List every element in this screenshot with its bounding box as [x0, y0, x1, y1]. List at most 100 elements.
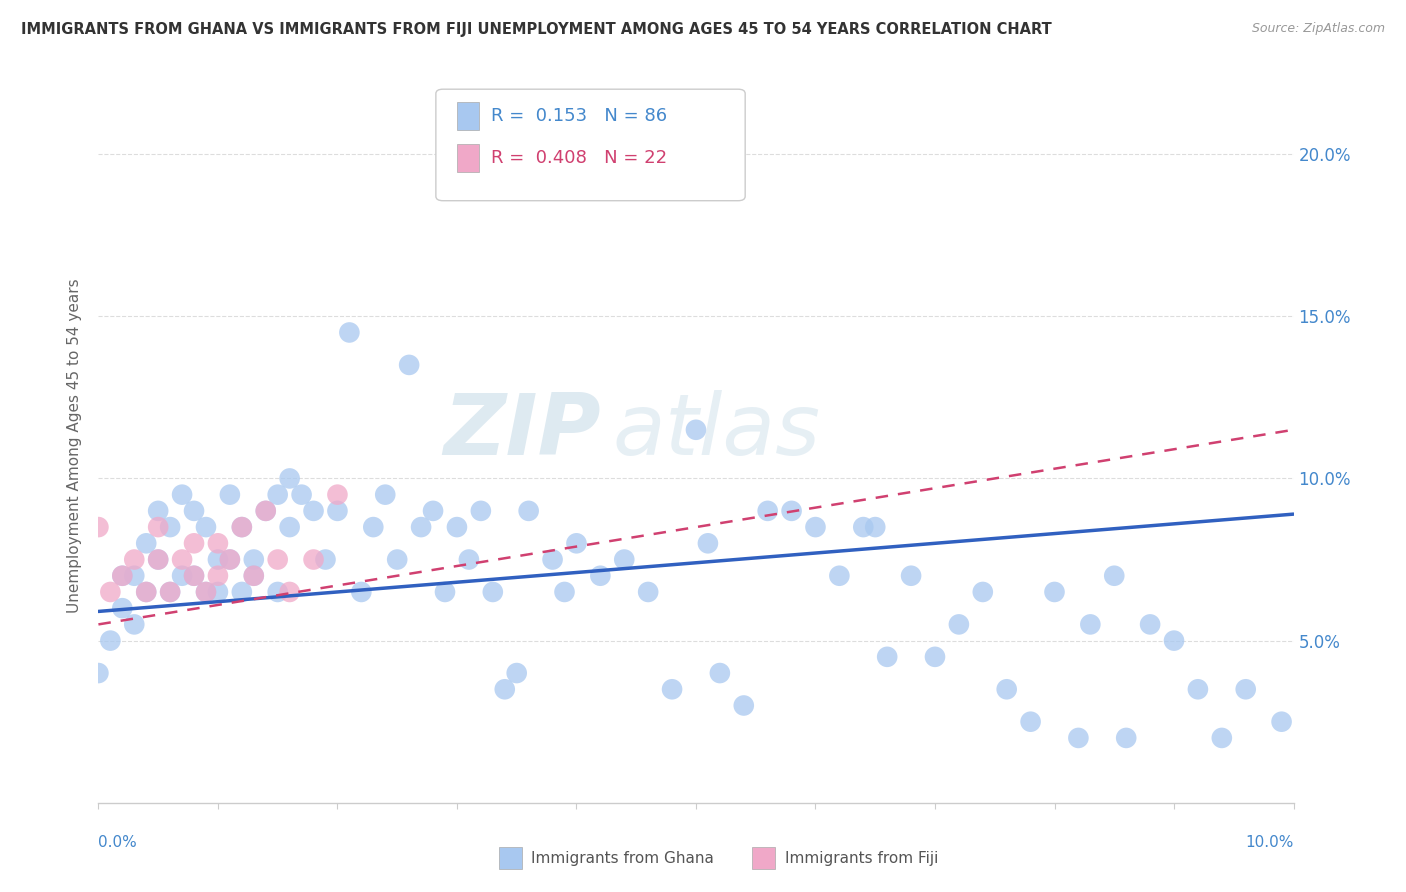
Point: [243, 568, 266, 582]
Point: [554, 585, 576, 599]
Point: [385, 552, 409, 566]
Point: [302, 504, 325, 518]
Point: [195, 520, 218, 534]
Point: [278, 471, 301, 485]
Point: [1271, 714, 1294, 729]
Point: [231, 520, 253, 534]
Text: ZIP: ZIP: [443, 390, 600, 474]
Point: [541, 552, 564, 566]
Point: [924, 649, 946, 664]
Text: Immigrants from Ghana: Immigrants from Ghana: [531, 851, 714, 865]
Point: [733, 698, 755, 713]
Point: [124, 617, 146, 632]
Point: [135, 585, 157, 599]
Point: [709, 666, 731, 681]
Point: [148, 552, 170, 566]
Point: [1043, 585, 1066, 599]
Point: [756, 504, 779, 518]
Point: [195, 585, 218, 599]
Point: [219, 488, 242, 502]
Point: [661, 682, 683, 697]
Point: [148, 520, 170, 534]
Point: [494, 682, 516, 697]
Point: [422, 504, 444, 518]
Point: [506, 666, 529, 681]
Point: [207, 552, 229, 566]
Point: [172, 552, 194, 566]
Point: [87, 520, 110, 534]
Point: [267, 585, 290, 599]
Point: [1211, 731, 1233, 745]
Point: [900, 568, 922, 582]
Point: [183, 536, 205, 550]
Point: [374, 488, 396, 502]
Point: [135, 536, 157, 550]
Point: [159, 585, 181, 599]
Point: [207, 585, 229, 599]
Point: [685, 423, 707, 437]
Point: [411, 520, 433, 534]
Point: [1115, 731, 1137, 745]
Point: [243, 552, 266, 566]
Point: [183, 568, 205, 582]
Point: [231, 585, 253, 599]
Point: [315, 552, 337, 566]
Point: [98, 585, 122, 599]
Point: [98, 633, 122, 648]
Point: [243, 568, 266, 582]
Point: [278, 520, 301, 534]
Point: [87, 666, 110, 681]
Point: [135, 585, 157, 599]
Point: [339, 326, 361, 340]
Point: [1080, 617, 1102, 632]
Point: [111, 568, 134, 582]
Point: [876, 649, 898, 664]
Point: [183, 504, 205, 518]
Point: [207, 536, 229, 550]
Point: [948, 617, 970, 632]
Point: [995, 682, 1018, 697]
Point: [302, 552, 325, 566]
Point: [254, 504, 277, 518]
Point: [278, 585, 301, 599]
Point: [434, 585, 457, 599]
Point: [697, 536, 720, 550]
Point: [111, 568, 134, 582]
Point: [517, 504, 540, 518]
Point: [219, 552, 242, 566]
Point: [172, 488, 194, 502]
Point: [124, 568, 146, 582]
Point: [159, 585, 181, 599]
Point: [350, 585, 373, 599]
Point: [780, 504, 803, 518]
Point: [589, 568, 612, 582]
Point: [1104, 568, 1126, 582]
Point: [207, 568, 229, 582]
Point: [1187, 682, 1209, 697]
Point: [326, 488, 349, 502]
Point: [446, 520, 468, 534]
Point: [195, 585, 218, 599]
Point: [1163, 633, 1185, 648]
Point: [267, 552, 290, 566]
Point: [326, 504, 349, 518]
Point: [1234, 682, 1257, 697]
Point: [482, 585, 505, 599]
Y-axis label: Unemployment Among Ages 45 to 54 years: Unemployment Among Ages 45 to 54 years: [66, 278, 82, 614]
Text: 10.0%: 10.0%: [1246, 835, 1294, 850]
Point: [363, 520, 385, 534]
Point: [1019, 714, 1042, 729]
Text: Source: ZipAtlas.com: Source: ZipAtlas.com: [1251, 22, 1385, 36]
Point: [398, 358, 420, 372]
Point: [148, 504, 170, 518]
Text: atlas: atlas: [613, 390, 820, 474]
Point: [183, 568, 205, 582]
Point: [231, 520, 253, 534]
Point: [1139, 617, 1161, 632]
Point: [565, 536, 588, 550]
Point: [267, 488, 290, 502]
Point: [148, 552, 170, 566]
Point: [458, 552, 481, 566]
Point: [828, 568, 851, 582]
Text: 0.0%: 0.0%: [98, 835, 138, 850]
